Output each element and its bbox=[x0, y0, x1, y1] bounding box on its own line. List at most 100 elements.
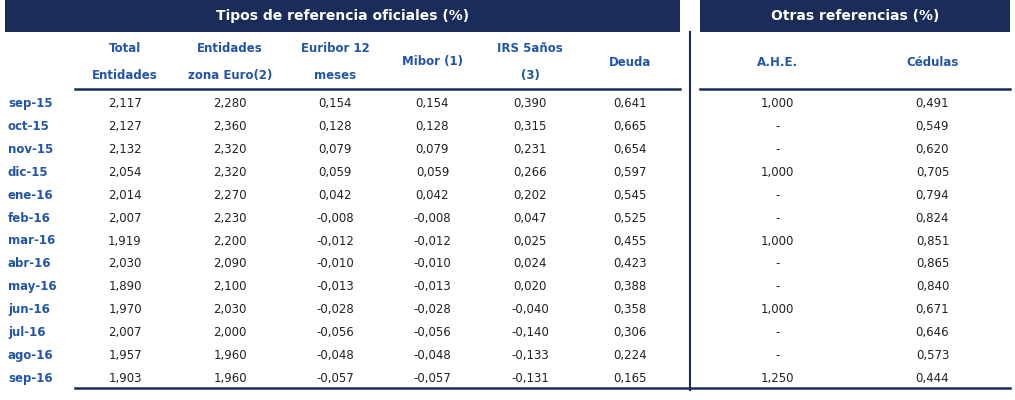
Text: 0,665: 0,665 bbox=[613, 120, 647, 133]
Text: jun-16: jun-16 bbox=[8, 303, 50, 316]
Text: 0,671: 0,671 bbox=[916, 303, 949, 316]
Text: Tipos de referencia oficiales (%): Tipos de referencia oficiales (%) bbox=[216, 9, 469, 23]
Text: 0,851: 0,851 bbox=[916, 234, 949, 248]
Text: nov-15: nov-15 bbox=[8, 143, 53, 156]
Text: -0,133: -0,133 bbox=[512, 349, 549, 362]
Text: -: - bbox=[775, 280, 780, 293]
Text: 0,794: 0,794 bbox=[916, 189, 949, 202]
Text: 2,030: 2,030 bbox=[109, 258, 142, 270]
Text: 2,320: 2,320 bbox=[213, 143, 247, 156]
Text: -: - bbox=[775, 189, 780, 202]
Text: 0,824: 0,824 bbox=[916, 212, 949, 224]
Text: 1,000: 1,000 bbox=[761, 97, 794, 110]
Text: Cédulas: Cédulas bbox=[906, 56, 959, 68]
Text: 2,007: 2,007 bbox=[109, 326, 142, 339]
Text: 0,128: 0,128 bbox=[319, 120, 352, 133]
Text: 0,165: 0,165 bbox=[613, 372, 647, 385]
Text: 1,250: 1,250 bbox=[761, 372, 795, 385]
Text: 1,960: 1,960 bbox=[213, 372, 247, 385]
Text: 0,079: 0,079 bbox=[319, 143, 352, 156]
Text: 1,903: 1,903 bbox=[109, 372, 142, 385]
Text: 0,059: 0,059 bbox=[416, 166, 450, 179]
Text: 0,047: 0,047 bbox=[514, 212, 547, 224]
Text: -0,040: -0,040 bbox=[512, 303, 549, 316]
Text: meses: meses bbox=[314, 69, 356, 82]
Text: ene-16: ene-16 bbox=[8, 189, 54, 202]
Text: 2,270: 2,270 bbox=[213, 189, 247, 202]
Text: 2,014: 2,014 bbox=[109, 189, 142, 202]
Text: 0,315: 0,315 bbox=[514, 120, 547, 133]
Text: 1,957: 1,957 bbox=[109, 349, 142, 362]
Text: 0,306: 0,306 bbox=[613, 326, 647, 339]
Text: Deuda: Deuda bbox=[609, 56, 652, 68]
Text: sep-15: sep-15 bbox=[8, 97, 53, 110]
Text: 1,919: 1,919 bbox=[109, 234, 142, 248]
Text: 0,025: 0,025 bbox=[514, 234, 547, 248]
Text: -: - bbox=[775, 143, 780, 156]
Text: 0,865: 0,865 bbox=[916, 258, 949, 270]
Text: 0,388: 0,388 bbox=[613, 280, 647, 293]
Text: Mibor (1): Mibor (1) bbox=[402, 56, 463, 68]
Text: 0,390: 0,390 bbox=[514, 97, 547, 110]
Text: 0,654: 0,654 bbox=[613, 143, 647, 156]
Text: 0,224: 0,224 bbox=[613, 349, 647, 362]
Text: 0,545: 0,545 bbox=[613, 189, 647, 202]
Text: 0,573: 0,573 bbox=[916, 349, 949, 362]
Text: A.H.E.: A.H.E. bbox=[757, 56, 798, 68]
Text: 0,641: 0,641 bbox=[613, 97, 647, 110]
Text: 0,128: 0,128 bbox=[416, 120, 450, 133]
Text: 2,000: 2,000 bbox=[213, 326, 247, 339]
Text: Entidades: Entidades bbox=[92, 69, 158, 82]
Text: 1,000: 1,000 bbox=[761, 166, 794, 179]
Text: 0,549: 0,549 bbox=[916, 120, 949, 133]
Text: 2,200: 2,200 bbox=[213, 234, 247, 248]
Text: -: - bbox=[775, 349, 780, 362]
Text: -0,008: -0,008 bbox=[317, 212, 354, 224]
Text: 2,230: 2,230 bbox=[213, 212, 247, 224]
Text: (3): (3) bbox=[521, 69, 539, 82]
Text: -0,012: -0,012 bbox=[316, 234, 354, 248]
Text: 0,042: 0,042 bbox=[319, 189, 352, 202]
Text: 0,266: 0,266 bbox=[514, 166, 547, 179]
Text: -0,008: -0,008 bbox=[414, 212, 452, 224]
Text: ago-16: ago-16 bbox=[8, 349, 54, 362]
Text: 0,020: 0,020 bbox=[514, 280, 547, 293]
Text: 0,525: 0,525 bbox=[613, 212, 647, 224]
Text: 2,117: 2,117 bbox=[109, 97, 142, 110]
Text: 0,646: 0,646 bbox=[916, 326, 949, 339]
Text: -0,012: -0,012 bbox=[413, 234, 452, 248]
Text: 0,154: 0,154 bbox=[319, 97, 352, 110]
Text: 2,030: 2,030 bbox=[213, 303, 247, 316]
Text: 0,455: 0,455 bbox=[613, 234, 647, 248]
Text: jul-16: jul-16 bbox=[8, 326, 46, 339]
Text: -0,010: -0,010 bbox=[414, 258, 452, 270]
Text: 2,132: 2,132 bbox=[109, 143, 142, 156]
Text: 0,597: 0,597 bbox=[613, 166, 647, 179]
Text: sep-16: sep-16 bbox=[8, 372, 53, 385]
Text: 2,100: 2,100 bbox=[213, 280, 247, 293]
Text: 0,079: 0,079 bbox=[416, 143, 450, 156]
Text: -0,010: -0,010 bbox=[316, 258, 354, 270]
Text: -0,048: -0,048 bbox=[414, 349, 452, 362]
Text: Euribor 12: Euribor 12 bbox=[300, 42, 369, 55]
Text: mar-16: mar-16 bbox=[8, 234, 55, 248]
Text: 1,890: 1,890 bbox=[109, 280, 142, 293]
Text: 2,320: 2,320 bbox=[213, 166, 247, 179]
Text: 0,423: 0,423 bbox=[613, 258, 647, 270]
Text: -0,056: -0,056 bbox=[316, 326, 354, 339]
Text: 0,491: 0,491 bbox=[916, 97, 949, 110]
Text: abr-16: abr-16 bbox=[8, 258, 52, 270]
Text: 2,127: 2,127 bbox=[109, 120, 142, 133]
Text: oct-15: oct-15 bbox=[8, 120, 50, 133]
Text: -: - bbox=[775, 326, 780, 339]
Text: -: - bbox=[775, 258, 780, 270]
Text: 0,620: 0,620 bbox=[916, 143, 949, 156]
Text: Total: Total bbox=[109, 42, 141, 55]
Text: 2,007: 2,007 bbox=[109, 212, 142, 224]
Text: -0,013: -0,013 bbox=[316, 280, 354, 293]
Bar bbox=[5, 0, 1010, 32]
Text: -0,028: -0,028 bbox=[316, 303, 354, 316]
Text: IRS 5años: IRS 5años bbox=[497, 42, 563, 55]
Bar bbox=[680, 0, 700, 32]
Text: -0,056: -0,056 bbox=[414, 326, 452, 339]
